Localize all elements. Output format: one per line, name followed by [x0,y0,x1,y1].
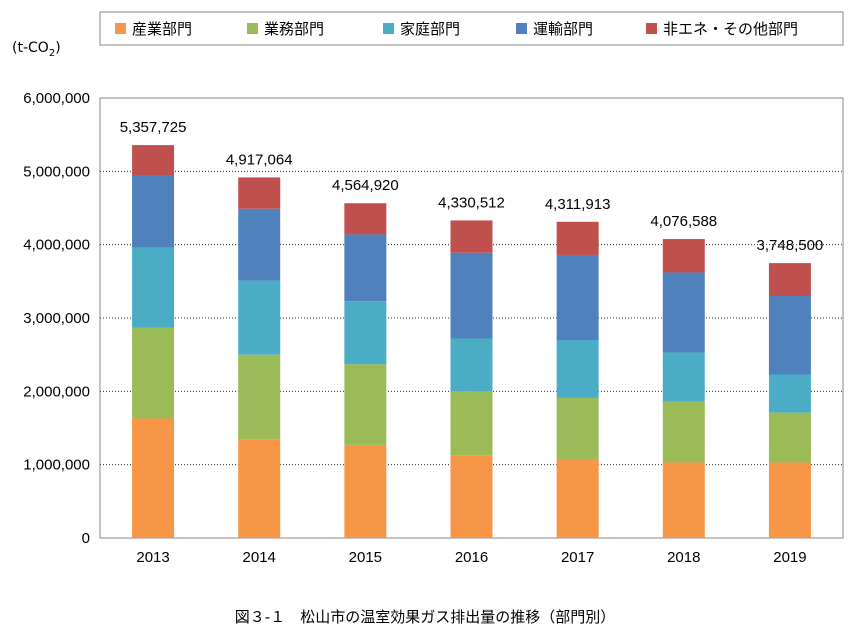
total-label: 4,076,588 [650,213,717,230]
bar-segment-3 [450,338,493,392]
bar-segment-1 [450,455,493,538]
figure-caption: 図３-１ 松山市の温室効果ガス排出量の推移（部門別） [234,608,616,626]
y-axis-unit: (t-CO2) [12,40,61,59]
bar-segment-5 [768,263,811,296]
x-tick-label: 2013 [136,549,169,566]
bar-segment-1 [768,462,811,538]
bar-segment-3 [662,352,705,402]
x-tick-label: 2017 [561,549,594,566]
y-tick-label: 0 [82,530,90,547]
y-tick-label: 1,000,000 [23,457,90,474]
legend-swatch [383,23,394,34]
bar-segment-1 [344,444,387,538]
bar-segment-3 [132,247,175,328]
bar-segment-4 [450,252,493,339]
bar-segment-3 [238,280,281,355]
bar-segment-4 [662,272,705,353]
total-label: 5,357,725 [120,119,187,136]
total-label: 4,564,920 [332,177,399,194]
y-tick-label: 3,000,000 [23,310,90,327]
legend-label: 非エネ・その他部門 [663,20,798,38]
bar-segment-2 [556,397,599,460]
bar-segment-5 [450,220,493,253]
x-tick-label: 2019 [773,549,806,566]
legend-label: 産業部門 [132,20,192,38]
bar-segment-4 [238,208,281,281]
bar-segment-5 [556,221,599,255]
x-tick-label: 2016 [455,549,488,566]
bar-segment-4 [132,175,175,248]
y-tick-label: 4,000,000 [23,237,90,254]
bar-segment-4 [556,254,599,340]
chart: 0 1,000,000 2,000,000 3,000,000 4,000,000 5,0… [12,11,844,566]
bar-segment-1 [238,439,281,538]
bar-segment-2 [132,327,175,419]
bar-segment-3 [768,374,811,413]
legend-swatch [516,23,527,34]
legend-label: 運輸部門 [533,20,593,38]
total-label: 4,917,064 [226,151,293,168]
bar-segment-1 [662,462,705,538]
bar-segment-5 [238,177,281,209]
bar-segment-5 [662,239,705,273]
bar-segment-2 [662,401,705,463]
total-label: 4,311,913 [545,196,611,213]
legend-label: 家庭部門 [400,20,460,38]
legend-swatch [646,23,657,34]
y-tick-label: 5,000,000 [23,163,90,180]
bar-segment-1 [556,459,599,538]
bar-segment-5 [132,145,175,175]
bar-segment-3 [556,340,599,398]
bar-segment-2 [768,412,811,463]
legend-label: 業務部門 [264,20,324,38]
y-tick-label: 2,000,000 [23,383,90,400]
x-tick-label: 2018 [667,549,700,566]
x-tick-label: 2014 [243,549,276,566]
bar-segment-2 [450,391,493,456]
bar-segment-1 [132,418,175,538]
legend-swatch [115,23,126,34]
total-label: 3,748,500 [757,237,824,254]
total-label: 4,330,512 [438,194,505,211]
bar-segment-2 [344,364,387,445]
bar-segment-4 [344,234,387,302]
bar-segment-3 [344,301,387,365]
legend [99,11,844,46]
bar-segment-4 [768,296,811,375]
bar-segment-2 [238,354,281,440]
bar-segment-5 [344,203,387,235]
legend-swatch [247,23,258,34]
y-tick-label: 6,000,000 [23,90,90,107]
x-tick-label: 2015 [349,549,382,566]
